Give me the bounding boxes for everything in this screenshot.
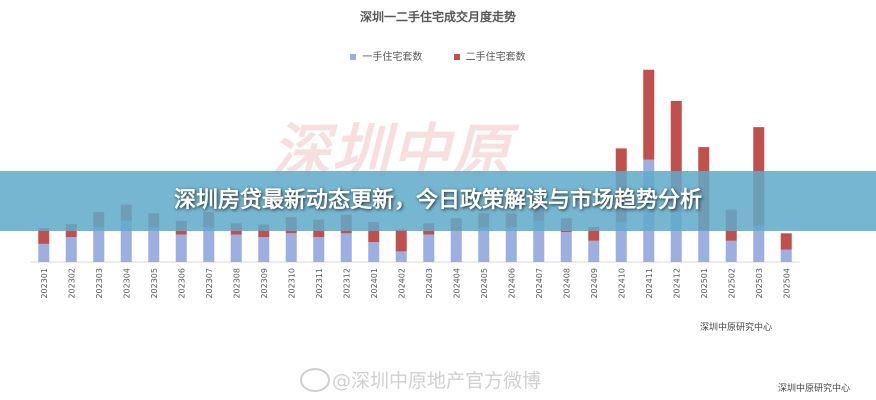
x-tick-label-202411: 202411 (645, 268, 654, 299)
x-tick-label-202309: 202309 (260, 268, 269, 299)
x-tick-label-202304: 202304 (122, 268, 131, 299)
x-tick-label-202311: 202311 (315, 268, 324, 299)
bar-new-202503 (753, 225, 765, 262)
chart-title: 深圳一二手住宅成交月度走势 (359, 10, 516, 24)
bar-new-202307 (203, 227, 215, 262)
bar-second-hand-202412 (670, 100, 682, 213)
x-tick-label-202409: 202409 (590, 268, 599, 299)
x-tick-label-202408: 202408 (562, 268, 571, 299)
bar-new-202406 (505, 227, 517, 262)
x-tick-label-202401: 202401 (370, 268, 379, 299)
bar-second-hand-202504 (780, 233, 792, 250)
weibo-icon (300, 368, 330, 392)
bar-new-202302 (65, 237, 77, 262)
legend-item-new: 一手住宅套数 (350, 48, 422, 63)
legend-label-new: 一手住宅套数 (362, 52, 423, 63)
x-tick-label-202302: 202302 (67, 268, 76, 299)
bar-new-202502 (725, 240, 737, 262)
x-tick-label-202504: 202504 (782, 268, 791, 299)
bar-new-202401 (368, 242, 380, 262)
x-tick-label-202402: 202402 (397, 268, 406, 299)
x-tick-label-202306: 202306 (177, 268, 186, 299)
bar-new-202402 (395, 251, 407, 262)
legend-swatch-new (350, 54, 357, 60)
x-tick-label-202303: 202303 (95, 268, 104, 299)
bar-new-202504 (780, 249, 792, 262)
legend: 一手住宅套数 二手住宅套数 (0, 48, 876, 63)
bar-new-202305 (148, 227, 160, 262)
bar-second-hand-202301 (38, 228, 50, 244)
x-tick-label-202410: 202410 (617, 268, 626, 299)
bar-new-202304 (120, 220, 132, 262)
bar-new-202308 (230, 234, 242, 262)
bar-new-202310 (285, 233, 297, 262)
corner-source-label: 深圳中原研究中心 (778, 384, 851, 394)
bar-second-hand-202401 (368, 222, 380, 243)
x-tick-label-202310: 202310 (287, 268, 296, 299)
headline-banner: 深圳房贷最新动态更新，今日政策解读与市场趋势分析 (0, 171, 876, 231)
bar-new-202407 (533, 220, 545, 262)
x-tick-label-202407: 202407 (535, 268, 544, 299)
x-tick-label-202403: 202403 (425, 268, 434, 299)
bar-new-202403 (423, 234, 435, 262)
x-tick-label-202406: 202406 (507, 268, 516, 299)
x-tick-label-202404: 202404 (452, 268, 461, 299)
bar-new-202404 (450, 230, 462, 262)
bar-new-202303 (93, 227, 105, 262)
x-tick-label-202502: 202502 (727, 268, 736, 299)
bar-new-202409 (588, 240, 600, 262)
chart-source-label: 深圳中原研究中心 (700, 323, 773, 333)
headline-text: 深圳房贷最新动态更新，今日政策解读与市场趋势分析 (173, 188, 702, 213)
bar-new-202309 (258, 237, 270, 262)
x-tick-label-202405: 202405 (480, 268, 489, 299)
bar-new-202412 (670, 212, 682, 262)
legend-swatch-second-hand (453, 54, 460, 60)
bar-second-hand-202409 (588, 227, 600, 241)
legend-item-second-hand: 二手住宅套数 (453, 48, 526, 63)
bar-second-hand-202402 (395, 229, 407, 252)
legend-label-second-hand: 二手住宅套数 (465, 52, 526, 63)
x-tick-label-202412: 202412 (672, 268, 681, 299)
bar-new-202311 (313, 237, 325, 262)
x-tick-label-202301: 202301 (40, 268, 49, 299)
x-tick-label-202308: 202308 (232, 268, 241, 299)
x-tick-label-202307: 202307 (205, 268, 214, 299)
x-tick-label-202305: 202305 (150, 268, 159, 299)
bar-new-202306 (175, 234, 187, 262)
x-tick-label-202312: 202312 (342, 268, 351, 299)
x-tick-label-202503: 202503 (755, 268, 764, 299)
bar-new-202410 (615, 222, 627, 262)
bar-second-hand-202411 (643, 69, 655, 160)
weibo-watermark-text: @深圳中原地产官方微博 (332, 370, 542, 392)
x-tick-label-202501: 202501 (700, 268, 709, 299)
bar-new-202408 (560, 232, 572, 262)
bar-new-202405 (478, 227, 490, 262)
bar-new-202312 (340, 233, 352, 262)
bar-new-202301 (38, 243, 50, 262)
bar-new-202501 (698, 230, 710, 262)
